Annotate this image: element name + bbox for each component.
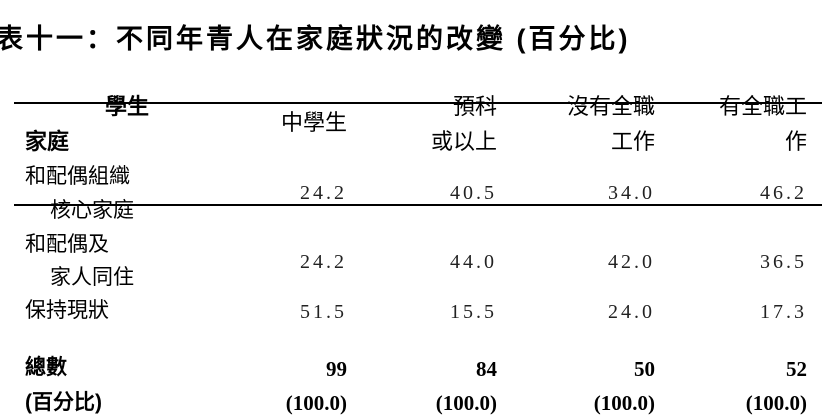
row-label: 核心家庭 xyxy=(50,199,134,222)
table-cell: 24.0 xyxy=(608,301,655,323)
row-label: 和配偶及 xyxy=(25,233,109,256)
table-cell: 15.5 xyxy=(450,301,497,323)
column-header: 作 xyxy=(784,129,807,154)
total-label: 總數 xyxy=(25,356,67,379)
total-cell: 52 xyxy=(786,357,807,381)
table-cell: 46.2 xyxy=(760,182,807,204)
table-cell: 44.0 xyxy=(450,251,497,273)
header-rule xyxy=(14,204,822,206)
total-cell: 50 xyxy=(634,357,655,381)
total-cell: 84 xyxy=(476,357,497,381)
top-rule xyxy=(14,102,822,104)
percent-cell: (100.0) xyxy=(593,391,655,415)
table-cell: 42.0 xyxy=(608,251,655,273)
table-cell: 34.0 xyxy=(608,182,655,204)
row-label: 保持現狀 xyxy=(25,299,109,322)
row-label: 和配偶組織 xyxy=(25,165,130,188)
percent-cell: (100.0) xyxy=(745,391,807,415)
total-cell: 99 xyxy=(326,357,347,381)
table-cell: 40.5 xyxy=(450,182,497,204)
column-header: 或以上 xyxy=(430,129,497,154)
corner-bottom-label: 家庭 xyxy=(25,129,70,154)
percent-label: (百分比) xyxy=(25,391,102,414)
column-header: 有全職工 xyxy=(718,94,807,119)
percent-cell: (100.0) xyxy=(435,391,497,415)
corner-top-label: 學生 xyxy=(105,94,150,119)
column-header: 預科 xyxy=(452,94,497,119)
table-cell: 17.3 xyxy=(760,301,807,323)
table-title: 表十一：不同年青人在家庭狀況的改變 (百分比) xyxy=(0,24,631,54)
row-label: 家人同住 xyxy=(50,266,134,289)
table-cell: 24.2 xyxy=(300,251,347,273)
table-cell: 36.5 xyxy=(760,251,807,273)
table-cell: 24.2 xyxy=(300,182,347,204)
column-header: 中學生 xyxy=(280,110,347,135)
column-header: 沒有全職 xyxy=(566,94,655,119)
percent-cell: (100.0) xyxy=(285,391,347,415)
column-header: 工作 xyxy=(610,129,655,154)
table-cell: 51.5 xyxy=(300,301,347,323)
